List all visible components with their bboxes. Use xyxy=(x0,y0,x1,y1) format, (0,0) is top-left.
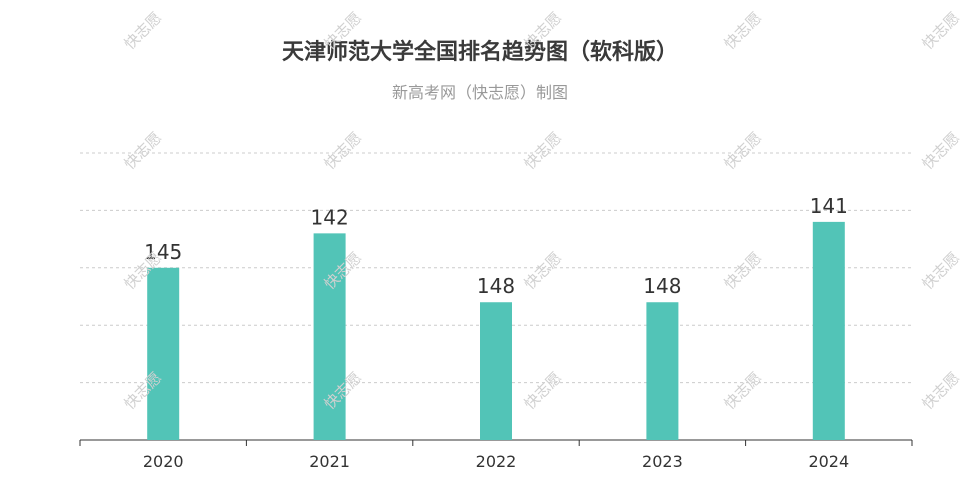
x-tick-label-2021: 2021 xyxy=(309,452,350,471)
bar-2024 xyxy=(812,221,845,440)
data-label-2021: 142 xyxy=(311,205,349,229)
data-label-2022: 148 xyxy=(477,274,515,298)
bar-2022 xyxy=(480,302,512,440)
x-tick-label-2024: 2024 xyxy=(808,452,849,471)
chart-title: 天津师范大学全国排名趋势图（软科版） xyxy=(281,40,678,65)
data-label-2020: 145 xyxy=(144,240,182,264)
data-label-2024: 141 xyxy=(810,194,848,218)
bar-2021 xyxy=(313,233,346,440)
bar-2023 xyxy=(646,302,679,440)
data-label-2023: 148 xyxy=(643,274,681,298)
x-tick-label-2023: 2023 xyxy=(642,452,683,471)
x-tick-label-2022: 2022 xyxy=(476,452,517,471)
chart-subtitle: 新高考网（快志愿）制图 xyxy=(391,83,568,102)
x-tick-label-2020: 2020 xyxy=(143,452,184,471)
bar-2020 xyxy=(147,267,180,440)
